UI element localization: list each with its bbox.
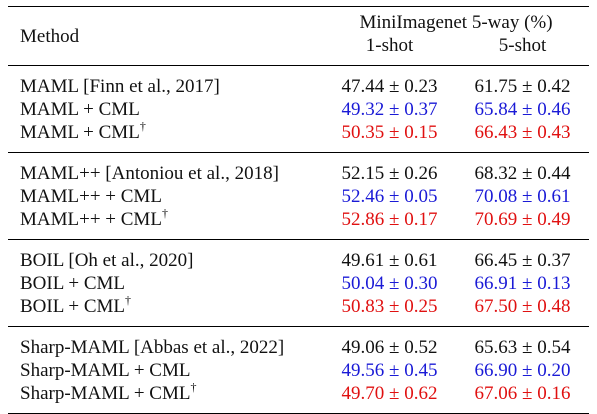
method-cell: Sharp-MAML [Abbas et al., 2022]	[8, 326, 323, 359]
method-column-header: Method	[8, 6, 323, 66]
one-shot-value: 47.44 ± 0.23	[323, 65, 456, 98]
method-label: MAML [Finn et al., 2017]	[20, 76, 220, 97]
method-cell: Sharp-MAML + CML	[8, 359, 323, 382]
one-shot-value: 50.83 ± 0.25	[341, 296, 438, 317]
method-label: BOIL [Oh et al., 2020]	[20, 250, 194, 271]
table-row: MAML++ [Antoniou et al., 2018] 52.15 ± 0.…	[8, 152, 590, 185]
method-cell: MAML + CML	[8, 98, 323, 121]
method-cell: MAML++ + CML	[8, 185, 323, 208]
one-shot-column-header: 1-shot	[323, 34, 456, 66]
table-row: MAML++ + CML† 52.86 ± 0.17 70.69 ± 0.49	[8, 205, 589, 240]
results-table: Method MiniImagenet 5-way (%) 1-shot 5-s…	[8, 6, 590, 414]
table-row: Sharp-MAML + CML 49.56 ± 0.45 66.90 ± 0.20	[8, 359, 589, 382]
dagger-mark: †	[161, 205, 168, 220]
table-header: Method MiniImagenet 5-way (%) 1-shot 5-s…	[8, 6, 590, 66]
one-shot-value: 49.56 ± 0.45	[341, 360, 438, 381]
method-cell: MAML++ [Antoniou et al., 2018]	[8, 152, 323, 185]
one-shot-value: 49.61 ± 0.61	[323, 239, 456, 272]
five-shot-value: 66.45 ± 0.37	[456, 239, 590, 272]
one-shot-value: 49.06 ± 0.52	[323, 326, 456, 359]
one-shot-value: 52.46 ± 0.05	[341, 186, 438, 207]
five-shot-value: 67.50 ± 0.48	[474, 296, 571, 317]
method-label: MAML++ + CML	[20, 186, 162, 207]
one-shot-value: 49.70 ± 0.62	[323, 382, 456, 414]
method-cell: BOIL + CML	[8, 272, 323, 295]
method-cell: MAML + CML†	[8, 118, 323, 153]
method-cell: BOIL + CML†	[8, 292, 323, 327]
method-label: Sharp-MAML [Abbas et al., 2022]	[20, 337, 285, 358]
table-row: BOIL [Oh et al., 2020] 49.61 ± 0.61 66.45 …	[8, 239, 590, 272]
one-shot-value: 50.04 ± 0.30	[341, 273, 438, 294]
method-label: MAML++ [Antoniou et al., 2018]	[20, 163, 279, 184]
table-row: BOIL + CML 50.04 ± 0.30 66.91 ± 0.13	[8, 272, 589, 295]
method-label: MAML++ + CML	[20, 209, 162, 230]
table-row: Sharp-MAML + CML† 49.70 ± 0.62 67.06 ± 0.1…	[8, 379, 590, 414]
method-cell: Sharp-MAML + CML†	[8, 379, 323, 414]
five-shot-value: 66.90 ± 0.20	[474, 360, 571, 381]
dagger-mark: †	[139, 118, 146, 133]
table-row: MAML [Finn et al., 2017] 47.44 ± 0.23 61.7…	[8, 65, 590, 98]
method-label: MAML + CML	[20, 122, 140, 143]
method-cell: MAML [Finn et al., 2017]	[8, 65, 323, 98]
table-row: MAML + CML 49.32 ± 0.37 65.84 ± 0.46	[8, 98, 589, 121]
method-label: BOIL + CML	[20, 296, 126, 317]
five-shot-value: 67.06 ± 0.16	[456, 382, 590, 414]
method-label: Sharp-MAML + CML	[20, 383, 191, 404]
five-shot-value: 66.91 ± 0.13	[474, 273, 571, 294]
method-label: MAML + CML	[20, 99, 140, 120]
one-shot-value: 52.15 ± 0.26	[323, 152, 456, 185]
method-label: BOIL + CML	[20, 273, 126, 294]
one-shot-value: 50.35 ± 0.15	[341, 122, 438, 143]
dagger-mark: †	[125, 292, 132, 307]
five-shot-value: 65.63 ± 0.54	[456, 326, 590, 359]
table-row: MAML + CML† 50.35 ± 0.15 66.43 ± 0.43	[8, 118, 589, 153]
dataset-group-header: MiniImagenet 5-way (%)	[323, 6, 590, 34]
five-shot-value: 70.08 ± 0.61	[474, 186, 571, 207]
one-shot-value: 49.32 ± 0.37	[341, 99, 438, 120]
five-shot-value: 65.84 ± 0.46	[474, 99, 571, 120]
table-row: BOIL + CML† 50.83 ± 0.25 67.50 ± 0.48	[8, 292, 589, 327]
five-shot-value: 66.43 ± 0.43	[474, 122, 571, 143]
five-shot-value: 70.69 ± 0.49	[474, 209, 571, 230]
one-shot-value: 52.86 ± 0.17	[341, 209, 438, 230]
method-label: Sharp-MAML + CML	[20, 360, 191, 381]
five-shot-value: 68.32 ± 0.44	[456, 152, 590, 185]
five-shot-value: 61.75 ± 0.42	[456, 65, 590, 98]
five-shot-column-header: 5-shot	[456, 34, 590, 66]
method-cell: MAML++ + CML†	[8, 205, 323, 240]
table-body: MAML [Finn et al., 2017] 47.44 ± 0.23 61.7…	[8, 65, 590, 414]
dagger-mark: †	[190, 379, 197, 394]
table-row: Sharp-MAML [Abbas et al., 2022] 49.06 ± 0…	[8, 326, 590, 359]
method-cell: BOIL [Oh et al., 2020]	[8, 239, 323, 272]
table-row: MAML++ + CML 52.46 ± 0.05 70.08 ± 0.61	[8, 185, 589, 208]
